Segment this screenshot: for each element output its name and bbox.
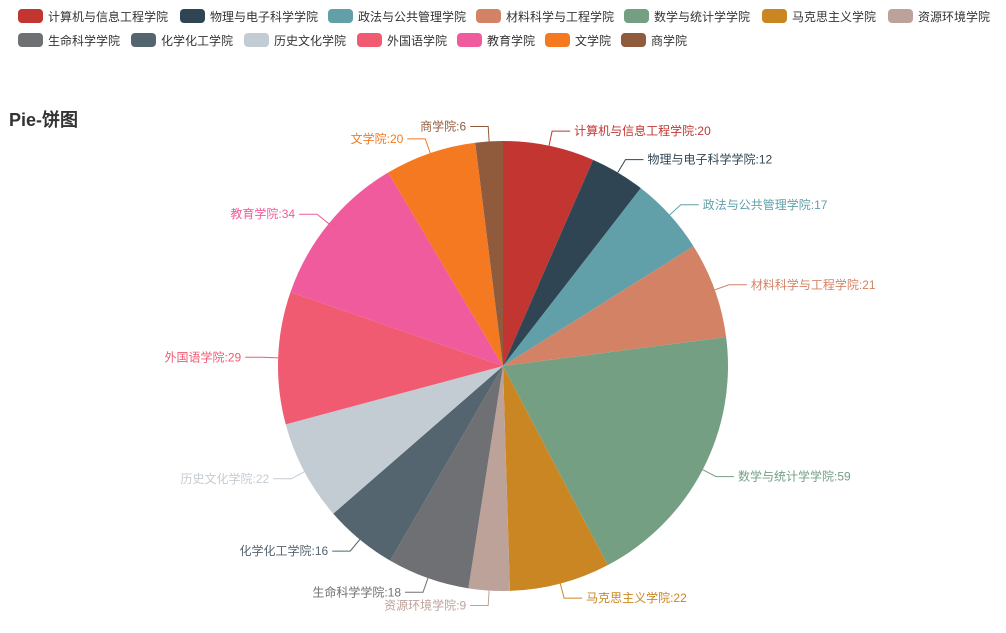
legend-label: 生命科学学院	[48, 33, 121, 48]
label-leader-line	[669, 204, 699, 216]
legend-label: 资源环境学院	[918, 9, 991, 24]
legend-item[interactable]: 政法与公共管理学院	[328, 8, 466, 24]
legend-item[interactable]: 资源环境学院	[888, 8, 990, 24]
legend-swatch	[180, 9, 205, 23]
legend-item[interactable]: 教育学院	[457, 32, 535, 48]
slice-label: 历史文化学院:22	[181, 471, 270, 486]
pie-slice[interactable]	[390, 366, 503, 589]
label-leader-line	[714, 284, 747, 291]
pie-slice[interactable]	[503, 337, 729, 566]
label-leader-line	[617, 159, 644, 173]
legend-item[interactable]: 物理与电子科学学院	[180, 8, 318, 24]
legend-swatch	[328, 9, 353, 23]
legend-label: 文学院	[575, 33, 612, 48]
legend-item[interactable]: 外国语学院	[357, 32, 447, 48]
label-leader-line	[470, 126, 490, 142]
label-leader-line	[702, 469, 734, 478]
slice-label: 物理与电子科学学院:12	[648, 152, 773, 167]
legend-swatch	[888, 9, 913, 23]
label-leader-line	[299, 213, 330, 225]
legend-swatch	[476, 9, 501, 23]
label-leader-line	[273, 471, 305, 480]
label-leader-line	[470, 590, 490, 606]
slice-label: 文学院:20	[351, 131, 404, 146]
slice-label: 教育学院:34	[230, 206, 295, 221]
pie-slice[interactable]	[285, 366, 503, 514]
slice-label: 生命科学学院:18	[312, 584, 401, 599]
legend-swatch	[131, 33, 156, 47]
legend-label: 马克思主义学院	[792, 9, 877, 24]
legend-swatch	[18, 33, 43, 47]
label-leader-line	[559, 583, 583, 599]
legend-swatch	[624, 9, 649, 23]
legend-label: 物理与电子科学学院	[210, 9, 319, 24]
legend-item[interactable]: 计算机与信息工程学院	[18, 8, 168, 24]
slice-label: 数学与统计学学院:59	[738, 469, 851, 484]
legend-swatch	[357, 33, 382, 47]
pie-slice[interactable]	[475, 141, 503, 366]
pie-slice[interactable]	[503, 159, 641, 366]
label-leader-line	[332, 539, 361, 552]
legend-label: 材料科学与工程学院	[506, 9, 615, 24]
pie-slice[interactable]	[388, 142, 503, 366]
pie-slice[interactable]	[468, 366, 510, 591]
slice-label: 化学化工学院:16	[240, 543, 329, 558]
legend-swatch	[545, 33, 570, 47]
legend-label: 化学化工学院	[161, 33, 234, 48]
label-leader-line	[245, 356, 279, 359]
pie-slice[interactable]	[503, 141, 594, 366]
legend-swatch	[762, 9, 787, 23]
legend-item[interactable]: 文学院	[545, 32, 611, 48]
label-leader-line	[405, 577, 429, 593]
legend-item[interactable]: 化学化工学院	[131, 32, 233, 48]
label-leader-line	[548, 130, 571, 146]
legend-swatch	[457, 33, 482, 47]
chart-title: Pie-饼图	[9, 110, 79, 130]
slice-label: 计算机与信息工程学院:20	[574, 123, 711, 138]
legend-swatch	[244, 33, 269, 47]
slice-label: 商学院:6	[420, 119, 466, 134]
slice-label: 资源环境学院:9	[384, 598, 466, 613]
legend-item[interactable]: 生命科学学院	[18, 32, 120, 48]
legend-label: 政法与公共管理学院	[358, 9, 467, 24]
legend-label: 计算机与信息工程学院	[48, 9, 169, 24]
legend-item[interactable]: 商学院	[621, 32, 687, 48]
pie-slice[interactable]	[503, 366, 608, 591]
pie-slice[interactable]	[503, 188, 694, 366]
legend-label: 历史文化学院	[274, 33, 347, 48]
legend-item[interactable]: 材料科学与工程学院	[476, 8, 614, 24]
legend-label: 教育学院	[487, 33, 536, 48]
legend-label: 商学院	[651, 33, 688, 48]
legend-label: 外国语学院	[387, 33, 448, 48]
pie-slice[interactable]	[278, 292, 503, 425]
legend-swatch	[621, 33, 646, 47]
legend-item[interactable]: 历史文化学院	[244, 32, 346, 48]
label-leader-line	[407, 138, 431, 154]
legend-item[interactable]: 马克思主义学院	[762, 8, 876, 24]
pie-slice[interactable]	[503, 246, 727, 366]
legend-item[interactable]: 数学与统计学学院	[624, 8, 750, 24]
slice-label: 政法与公共管理学院:17	[703, 197, 828, 212]
pie-slice[interactable]	[333, 366, 503, 561]
legend-label: 数学与统计学学院	[654, 9, 751, 24]
slice-label: 马克思主义学院:22	[586, 590, 687, 605]
legend-swatch	[18, 9, 43, 23]
slice-label: 外国语学院:29	[165, 349, 242, 364]
slice-label: 材料科学与工程学院:21	[751, 277, 876, 292]
pie-slice[interactable]	[290, 172, 503, 366]
